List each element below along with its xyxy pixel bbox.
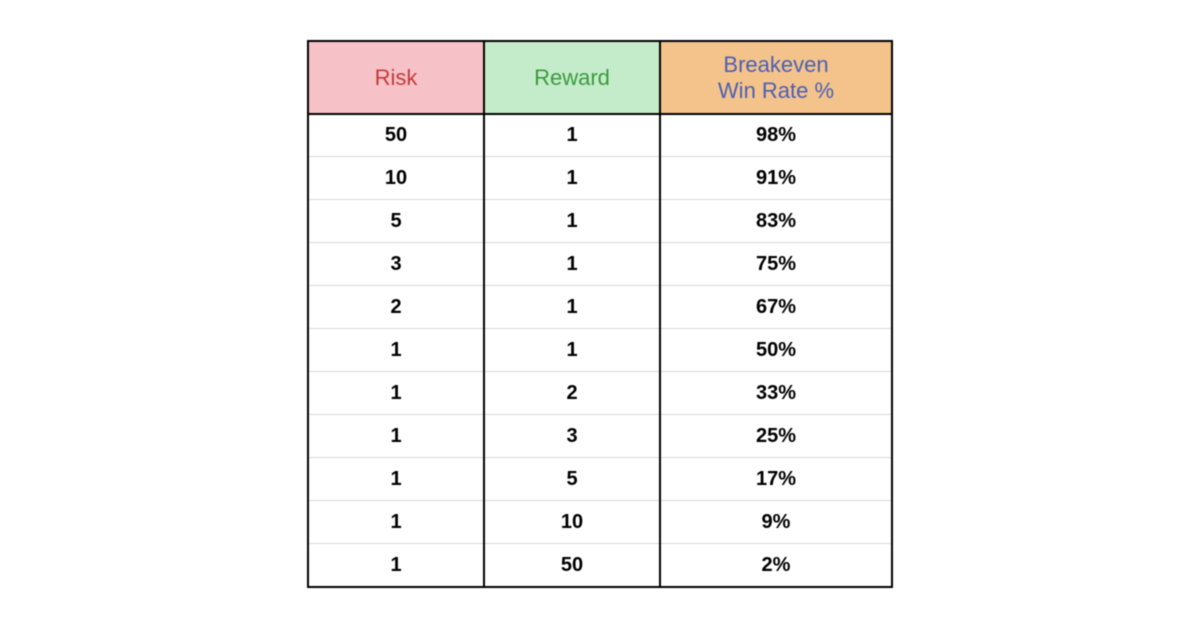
table-row: 5 1 83%: [308, 200, 892, 243]
cell-risk: 1: [308, 501, 484, 544]
cell-risk: 10: [308, 157, 484, 200]
cell-risk: 1: [308, 544, 484, 587]
column-header-breakeven: BreakevenWin Rate %: [660, 41, 892, 114]
table-row: 1 2 33%: [308, 372, 892, 415]
table-row: 1 1 50%: [308, 329, 892, 372]
column-header-risk: Risk: [308, 41, 484, 114]
cell-breakeven: 9%: [660, 501, 892, 544]
cell-reward: 10: [484, 501, 660, 544]
table-row: 1 5 17%: [308, 458, 892, 501]
risk-reward-table: Risk Reward BreakevenWin Rate % 50 1 98%…: [307, 40, 893, 588]
cell-reward: 1: [484, 329, 660, 372]
cell-reward: 2: [484, 372, 660, 415]
table-row: 1 3 25%: [308, 415, 892, 458]
cell-breakeven: 67%: [660, 286, 892, 329]
cell-reward: 1: [484, 243, 660, 286]
cell-breakeven: 83%: [660, 200, 892, 243]
cell-reward: 50: [484, 544, 660, 587]
table-row: 50 1 98%: [308, 114, 892, 157]
table-row: 1 50 2%: [308, 544, 892, 587]
cell-reward: 3: [484, 415, 660, 458]
cell-breakeven: 2%: [660, 544, 892, 587]
cell-risk: 3: [308, 243, 484, 286]
cell-breakeven: 98%: [660, 114, 892, 157]
cell-reward: 1: [484, 157, 660, 200]
cell-risk: 1: [308, 458, 484, 501]
table-row: 1 10 9%: [308, 501, 892, 544]
cell-reward: 5: [484, 458, 660, 501]
table-row: 10 1 91%: [308, 157, 892, 200]
cell-reward: 1: [484, 200, 660, 243]
cell-breakeven: 50%: [660, 329, 892, 372]
table-row: 2 1 67%: [308, 286, 892, 329]
cell-risk: 2: [308, 286, 484, 329]
cell-breakeven: 75%: [660, 243, 892, 286]
table-header-row: Risk Reward BreakevenWin Rate %: [308, 41, 892, 114]
cell-reward: 1: [484, 286, 660, 329]
column-header-reward: Reward: [484, 41, 660, 114]
risk-reward-table-container: Risk Reward BreakevenWin Rate % 50 1 98%…: [307, 40, 893, 588]
cell-breakeven: 25%: [660, 415, 892, 458]
table-row: 3 1 75%: [308, 243, 892, 286]
cell-risk: 1: [308, 329, 484, 372]
cell-risk: 5: [308, 200, 484, 243]
table-header: Risk Reward BreakevenWin Rate %: [308, 41, 892, 114]
cell-breakeven: 91%: [660, 157, 892, 200]
cell-reward: 1: [484, 114, 660, 157]
cell-breakeven: 17%: [660, 458, 892, 501]
cell-risk: 50: [308, 114, 484, 157]
cell-breakeven: 33%: [660, 372, 892, 415]
cell-risk: 1: [308, 415, 484, 458]
table-body: 50 1 98% 10 1 91% 5 1 83% 3 1 75% 2 1: [308, 114, 892, 587]
cell-risk: 1: [308, 372, 484, 415]
